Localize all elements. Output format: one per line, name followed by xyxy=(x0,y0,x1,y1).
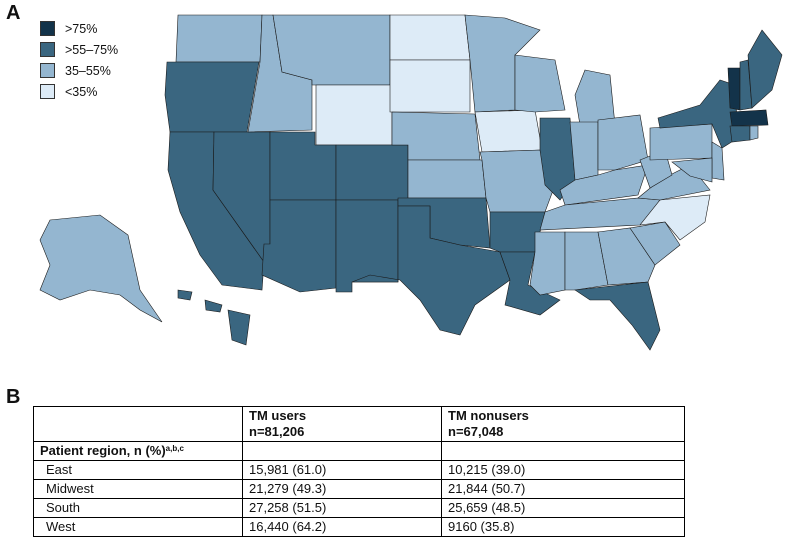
state-az xyxy=(261,199,337,293)
state-ky xyxy=(559,164,649,206)
table-row: Midwest 21,279 (49.3) 21,844 (50.7) xyxy=(33,479,685,499)
state-md xyxy=(671,157,713,183)
state-tn xyxy=(539,197,661,231)
users-cell: 16,440 (64.2) xyxy=(242,517,442,537)
state-sd xyxy=(389,59,471,113)
state-ct xyxy=(729,125,751,143)
region-cell: East xyxy=(33,460,243,480)
state-ak xyxy=(39,214,163,323)
us-choropleth-map xyxy=(39,14,783,351)
table-header-row: TM users n=81,206 TM nonusers n=67,048 xyxy=(33,406,685,442)
legend-swatch xyxy=(40,63,55,78)
legend-swatch xyxy=(40,42,55,57)
legend-label: >75% xyxy=(65,21,98,36)
header-tm-users-n: n=81,206 xyxy=(249,424,305,439)
nonusers-cell: 25,659 (48.5) xyxy=(441,498,685,518)
region-cell: South xyxy=(33,498,243,518)
header-tm-nonusers-label: TM nonusers xyxy=(448,408,529,423)
state-pa xyxy=(649,123,713,161)
legend-swatch xyxy=(40,21,55,36)
state-mi xyxy=(574,69,616,126)
state-tx xyxy=(351,205,511,336)
state-ks xyxy=(407,159,487,199)
state-al xyxy=(564,231,609,291)
state-il xyxy=(539,117,576,201)
state-nd xyxy=(389,14,471,61)
header-tm-nonusers-n: n=67,048 xyxy=(448,424,504,439)
users-cell: 21,279 (49.3) xyxy=(242,479,442,499)
panel-a-label: A xyxy=(6,2,21,24)
state-vt xyxy=(727,67,741,111)
legend-label: <35% xyxy=(65,84,98,99)
header-tm-users-label: TM users xyxy=(249,408,307,423)
header-tm-users: TM users n=81,206 xyxy=(242,406,442,442)
legend-item: >75% xyxy=(40,18,118,39)
users-cell: 27,258 (51.5) xyxy=(242,498,442,518)
map-legend: >75% >55–75% 35–55% <35% xyxy=(40,18,118,102)
legend-label: 35–55% xyxy=(65,63,111,78)
state-mt xyxy=(272,14,391,86)
section-label: Patient region, n (%) xyxy=(40,443,166,458)
empty-cell xyxy=(242,441,442,461)
nonusers-cell: 21,844 (50.7) xyxy=(441,479,685,499)
state-co xyxy=(335,144,409,201)
state-oh xyxy=(597,114,649,171)
section-label-cell: Patient region, n (%)a,b,c xyxy=(33,441,243,461)
table-row: West 16,440 (64.2) 9160 (35.8) xyxy=(33,517,685,537)
legend-item: 35–55% xyxy=(40,60,118,81)
state-ms xyxy=(529,231,566,296)
legend-item: <35% xyxy=(40,81,118,102)
panel-b-label: B xyxy=(6,386,21,408)
state-la xyxy=(499,251,561,316)
legend-item: >55–75% xyxy=(40,39,118,60)
state-wa xyxy=(175,14,263,63)
header-empty-cell xyxy=(33,406,243,442)
region-cell: Midwest xyxy=(33,479,243,499)
region-table: TM users n=81,206 TM nonusers n=67,048 Pat… xyxy=(33,406,685,537)
nonusers-cell: 9160 (35.8) xyxy=(441,517,685,537)
section-footnote: a,b,c xyxy=(165,444,184,453)
state-or xyxy=(164,61,260,133)
table-section-row: Patient region, n (%)a,b,c xyxy=(33,441,685,461)
state-ma xyxy=(729,109,769,127)
legend-label: >55–75% xyxy=(65,42,119,57)
table-row: South 27,258 (51.5) 25,659 (48.5) xyxy=(33,498,685,518)
state-ia xyxy=(474,109,543,153)
state-ri xyxy=(749,125,759,141)
table-row: East 15,981 (61.0) 10,215 (39.0) xyxy=(33,460,685,480)
empty-cell xyxy=(441,441,685,461)
header-tm-nonusers: TM nonusers n=67,048 xyxy=(441,406,685,442)
state-in xyxy=(569,121,599,181)
state-fl xyxy=(574,281,661,351)
legend-swatch xyxy=(40,84,55,99)
state-ga xyxy=(597,227,656,286)
state-sc xyxy=(629,221,681,266)
users-cell: 15,981 (61.0) xyxy=(242,460,442,480)
state-wi xyxy=(514,54,566,113)
state-hi xyxy=(177,289,251,346)
state-me xyxy=(747,29,783,109)
nonusers-cell: 10,215 (39.0) xyxy=(441,460,685,480)
state-wy xyxy=(315,84,393,146)
region-cell: West xyxy=(33,517,243,537)
